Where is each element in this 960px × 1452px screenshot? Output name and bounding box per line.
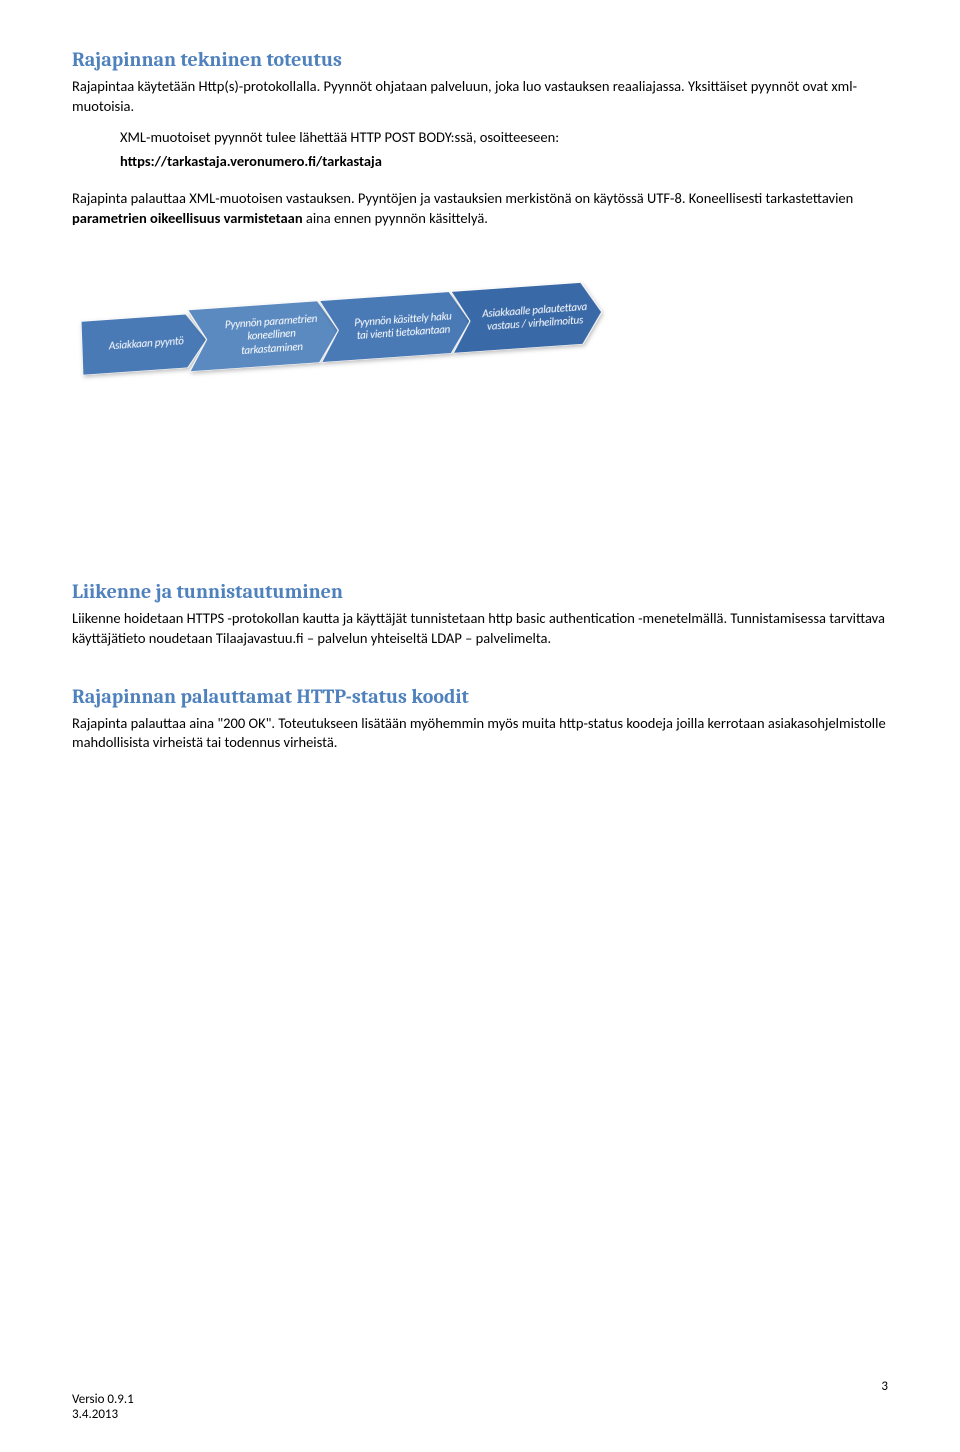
section3-title: Rajapinnan palauttamat HTTP-status koodi… (72, 685, 888, 708)
flow-node-3: Asiakkaalle palautettava vastaus / virhe… (451, 281, 603, 353)
flow-node-1: Pyynnön parametrien koneellinen tarkasta… (188, 300, 340, 372)
section1-p2: Rajapinta palauttaa XML-muotoisen vastau… (72, 189, 888, 228)
process-flowchart: Asiakkaan pyyntöPyynnön parametrien kone… (71, 261, 887, 380)
section1-p1: Rajapintaa käytetään Http(s)-protokollal… (72, 77, 888, 116)
footer-page-number: 3 (881, 1379, 888, 1394)
footer-version: Versio 0.9.1 (72, 1392, 888, 1407)
section3-p1: Rajapinta palauttaa aina "200 OK". Toteu… (72, 714, 888, 753)
page-footer: Versio 0.9.1 3.4.2013 3 (72, 1392, 888, 1422)
section1-indent-lead: XML-muotoiset pyynnöt tulee lähettää HTT… (120, 128, 888, 148)
section2-title: Liikenne ja tunnistautuminen (72, 580, 888, 603)
section2-p1: Liikenne hoidetaan HTTPS -protokollan ka… (72, 609, 888, 648)
section1-title: Rajapinnan tekninen toteutus (72, 48, 888, 71)
footer-date: 3.4.2013 (72, 1407, 888, 1422)
flow-node-2: Pyynnön käsittely haku tai vienti tietok… (319, 291, 471, 363)
section1-url: https://tarkastaja.veronumero.fi/tarkast… (120, 152, 382, 170)
